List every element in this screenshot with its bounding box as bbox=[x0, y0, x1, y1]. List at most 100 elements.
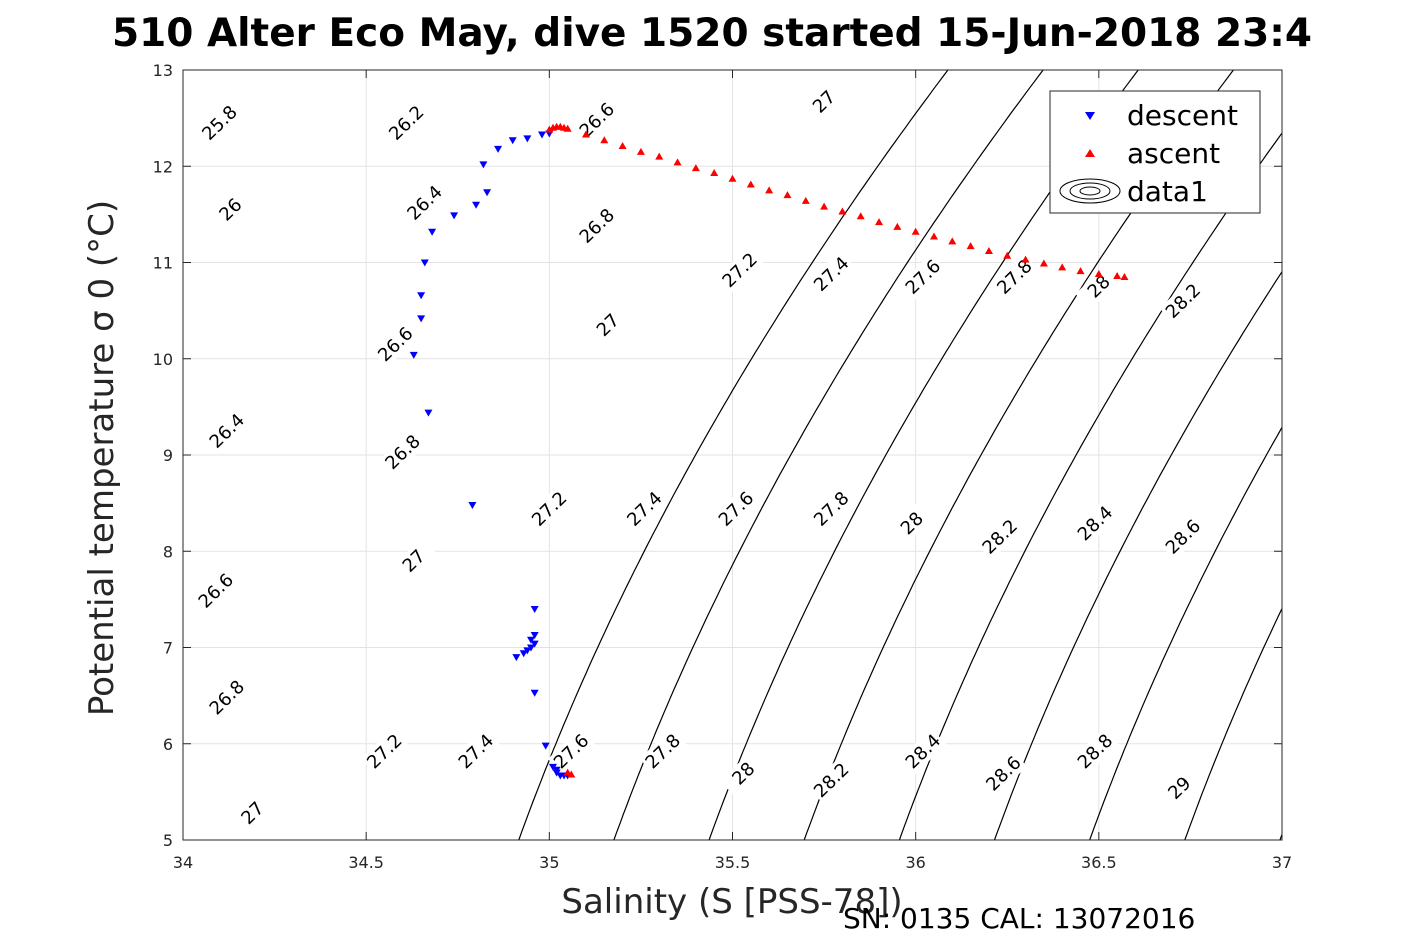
ascent-point bbox=[984, 246, 993, 254]
contour-label-background bbox=[807, 485, 855, 533]
ascent-point bbox=[567, 770, 576, 778]
x-tick-label: 37 bbox=[1272, 853, 1292, 872]
ascent-point bbox=[893, 222, 902, 230]
ascent-point bbox=[1076, 267, 1085, 275]
ascent-point bbox=[875, 218, 884, 226]
contour-label-background bbox=[196, 99, 244, 147]
legend-contour-icon bbox=[1059, 178, 1121, 204]
descent-point bbox=[530, 640, 539, 648]
descent-point bbox=[472, 201, 481, 209]
x-tick-label: 36 bbox=[905, 853, 925, 872]
y-tick-label: 10 bbox=[153, 350, 173, 369]
contour-label-background bbox=[720, 750, 767, 797]
ascent-point bbox=[911, 227, 920, 235]
descent-point bbox=[530, 689, 539, 697]
chart-title: 510 Alter Eco May, dive 1520 started 15-… bbox=[112, 11, 1312, 56]
ascent-point bbox=[1120, 272, 1129, 280]
ascent-point bbox=[746, 180, 755, 188]
contour-label-background bbox=[207, 186, 255, 233]
contour-label-background bbox=[1159, 513, 1207, 561]
contour-label-background bbox=[807, 250, 855, 298]
contour-label-background bbox=[976, 513, 1024, 561]
descent-point bbox=[538, 131, 547, 139]
ascent-point bbox=[1113, 271, 1122, 279]
descent-point bbox=[450, 212, 459, 220]
contour-label-background bbox=[1075, 263, 1123, 310]
ascent-point bbox=[1003, 251, 1012, 259]
descent-point bbox=[512, 654, 521, 662]
ascent-point bbox=[655, 152, 664, 160]
descent-point bbox=[409, 351, 418, 359]
descent-point bbox=[468, 502, 477, 510]
ascent-series bbox=[545, 122, 1129, 778]
contour-label-background bbox=[1155, 764, 1203, 812]
ascent-point bbox=[801, 196, 810, 204]
y-tick-label: 9 bbox=[163, 446, 173, 465]
contour-label-background bbox=[203, 674, 251, 721]
serial-calibration-note: SN: 0135 CAL: 13072016 bbox=[843, 902, 1195, 935]
x-tick-label: 34 bbox=[173, 853, 193, 872]
legend-data1-label: data1 bbox=[1127, 175, 1208, 208]
contour-label-background bbox=[888, 500, 936, 547]
ascent-point bbox=[728, 174, 737, 182]
isopycnal-25.8 bbox=[518, 70, 949, 840]
descent-point bbox=[420, 259, 429, 267]
descent-point bbox=[548, 763, 557, 771]
contour-label-background bbox=[547, 728, 595, 775]
contour-label-background bbox=[229, 789, 277, 837]
descent-point bbox=[428, 228, 437, 236]
contour-label-background bbox=[1071, 728, 1119, 775]
isopycnal-26 bbox=[613, 70, 1044, 840]
contour-label-background bbox=[203, 407, 251, 455]
ascent-point bbox=[618, 142, 627, 150]
y-tick-label: 12 bbox=[153, 157, 173, 176]
isopycnal-27.6 bbox=[1375, 70, 1417, 840]
legend-descent-label: descent bbox=[1127, 99, 1238, 132]
descent-point bbox=[527, 644, 536, 652]
contour-label-background bbox=[452, 728, 500, 775]
y-tick-label: 5 bbox=[163, 831, 173, 850]
y-tick-label: 7 bbox=[163, 639, 173, 658]
legend: descent ascent data1 bbox=[1049, 90, 1261, 214]
contour-label-background bbox=[401, 179, 449, 227]
y-tick-label: 13 bbox=[153, 61, 173, 80]
ascent-point bbox=[581, 130, 590, 138]
legend-box bbox=[1049, 90, 1261, 214]
descent-point bbox=[424, 409, 433, 417]
ascent-point bbox=[691, 164, 700, 172]
contour-label-background bbox=[379, 428, 427, 476]
y-tick-label: 6 bbox=[163, 735, 173, 754]
descent-point bbox=[530, 631, 539, 639]
isopycnal-26.2 bbox=[708, 70, 1139, 840]
contour-label-background bbox=[573, 202, 621, 250]
contour-label-background bbox=[899, 728, 947, 775]
ascent-point bbox=[1058, 263, 1067, 271]
ascent-point bbox=[929, 232, 938, 240]
ascent-point bbox=[1094, 270, 1103, 278]
legend-ascent-marker bbox=[1085, 149, 1095, 157]
x-axis-label: Salinity (S [PSS-78]) bbox=[561, 882, 902, 922]
contour-label-background bbox=[382, 99, 430, 147]
y-axis-label: Potential temperature σ 0 (°C) bbox=[82, 200, 122, 716]
ascent-point bbox=[563, 768, 572, 776]
contour-label-background bbox=[573, 96, 621, 144]
descent-point bbox=[417, 292, 426, 300]
x-tick-label: 36.5 bbox=[1081, 853, 1117, 872]
contour-label-background bbox=[716, 247, 764, 294]
contour-label-background bbox=[800, 78, 848, 125]
descent-point bbox=[523, 647, 532, 655]
contour-label-background bbox=[899, 253, 947, 301]
contour-label-background bbox=[712, 485, 760, 533]
descent-point bbox=[508, 137, 517, 145]
contour-label-background bbox=[372, 321, 419, 368]
ascent-point bbox=[765, 186, 774, 194]
ascent-point bbox=[1021, 255, 1030, 263]
x-tick-label: 34.5 bbox=[348, 853, 384, 872]
isopycnal-27.4 bbox=[1279, 832, 1282, 840]
ascent-point bbox=[966, 242, 975, 250]
descent-point bbox=[541, 742, 550, 750]
ascent-point bbox=[673, 158, 682, 166]
contour-label-background bbox=[1159, 277, 1207, 325]
contour-label-background bbox=[390, 537, 438, 585]
